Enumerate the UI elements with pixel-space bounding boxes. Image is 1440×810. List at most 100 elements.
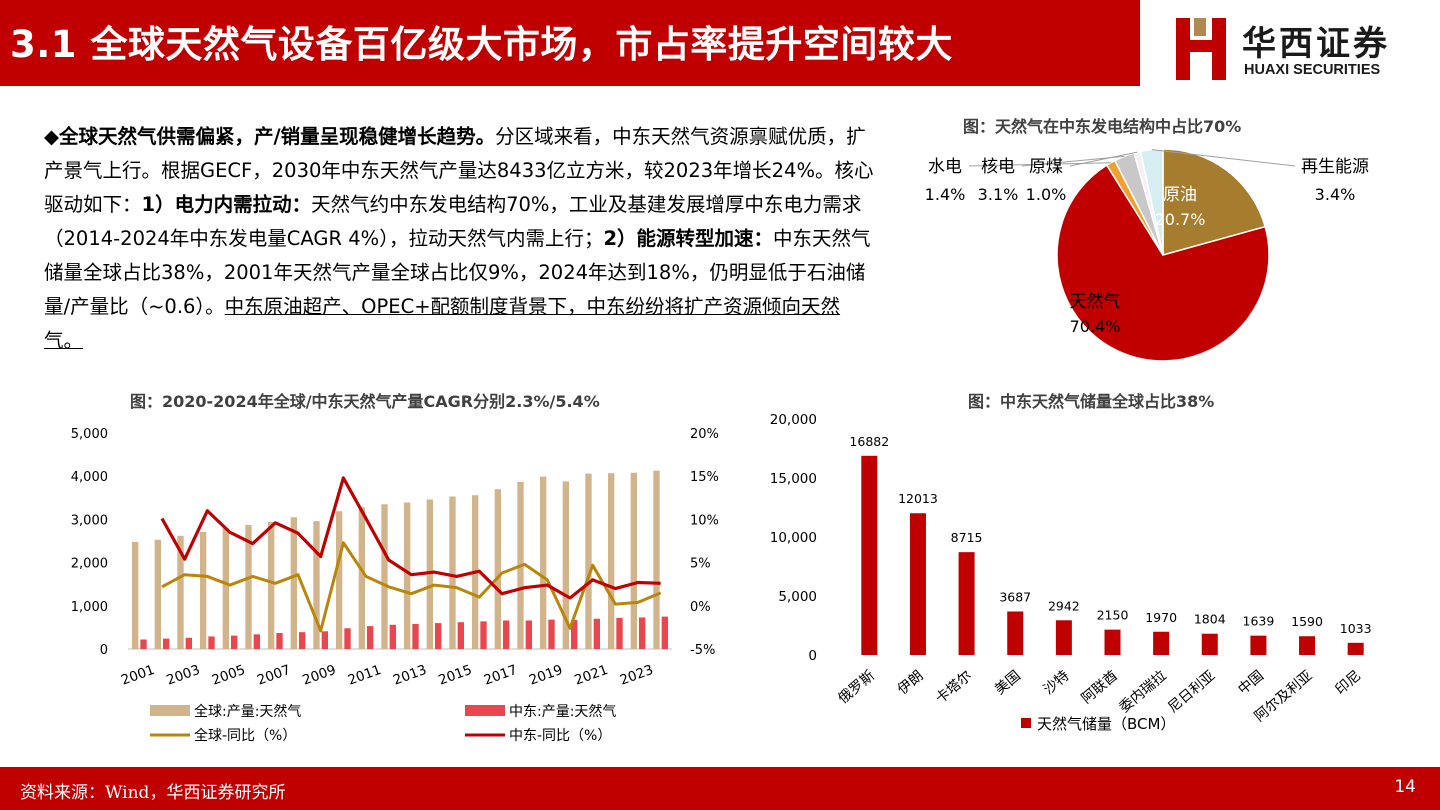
x-axis-tick: 2013 bbox=[391, 662, 429, 689]
legend-swatch-1 bbox=[465, 705, 505, 716]
mideast-yoy-line bbox=[160, 476, 661, 600]
global-production-bar bbox=[335, 511, 343, 649]
right-axis-tick: 10% bbox=[690, 513, 719, 528]
pie-label-name-2: 水电 bbox=[928, 157, 962, 177]
pie-chart-title: 图：天然气在中东发电结构中占比70% bbox=[963, 117, 1242, 136]
left-axis-tick: 3,000 bbox=[71, 513, 108, 528]
x-axis-tick: 2015 bbox=[436, 662, 474, 689]
page-title: 3.1 全球天然气设备百亿级大市场，市占率提升空间较大 bbox=[10, 23, 953, 66]
x-axis-tick: 2009 bbox=[300, 662, 338, 689]
pie-leader-4 bbox=[1069, 151, 1138, 167]
reserves-bar bbox=[1250, 635, 1267, 655]
mideast-production-bar bbox=[163, 638, 170, 649]
x-axis-tick: 2021 bbox=[572, 662, 610, 689]
reserves-bar bbox=[1007, 611, 1024, 655]
pie-label-value-2: 1.4% bbox=[925, 185, 966, 204]
global-production-bar bbox=[539, 476, 547, 649]
pie-slice-0 bbox=[1162, 148, 1267, 256]
global-production-bar bbox=[381, 504, 388, 649]
x-axis-tick: 2023 bbox=[618, 662, 656, 689]
global-production-bar bbox=[313, 521, 320, 649]
pie-leader-5 bbox=[1151, 149, 1296, 167]
global-production-bar bbox=[131, 541, 139, 649]
pie-label-value-1: 70.4% bbox=[1070, 317, 1121, 336]
reserves-bar bbox=[1104, 629, 1121, 655]
reserves-data-label: 1970 bbox=[1145, 610, 1177, 625]
global-production-bar bbox=[222, 528, 229, 649]
mideast-production-bar bbox=[299, 632, 306, 649]
reserves-category-label: 沙特 bbox=[1041, 668, 1073, 698]
driver-1-bold: 1）电力内需拉动： bbox=[141, 193, 312, 216]
reserves-bar bbox=[1055, 620, 1072, 655]
reserves-data-label: 12013 bbox=[898, 491, 938, 506]
right-axis-tick: 20% bbox=[690, 427, 719, 442]
mideast-production-bar bbox=[412, 623, 419, 649]
reserves-category-label: 伊朗 bbox=[895, 668, 927, 698]
body-paragraph: ◆全球天然气供需偏紧，产/销量呈现稳健增长趋势。分区域来看，中东天然气资源禀赋优… bbox=[44, 120, 874, 358]
body-span-1: 分区域来看，中东天然气资源禀赋优质，扩产景气上行。根据GECF，2030年中东天… bbox=[44, 125, 874, 216]
mideast-production-bar bbox=[208, 636, 215, 649]
global-production-bar bbox=[403, 502, 411, 649]
reserves-data-label: 2150 bbox=[1097, 608, 1129, 623]
global-production-bar bbox=[630, 472, 637, 649]
global-production-bar bbox=[562, 481, 569, 649]
reserves-legend-swatch bbox=[1021, 718, 1031, 728]
global-production-bar bbox=[199, 531, 207, 649]
reserves-data-label: 1033 bbox=[1340, 621, 1372, 636]
mideast-production-bar bbox=[253, 634, 261, 649]
reserves-data-label: 1804 bbox=[1194, 612, 1226, 627]
reserves-y-tick: 20,000 bbox=[770, 412, 817, 428]
reserves-category-label: 中国 bbox=[1235, 668, 1267, 698]
legend-label-0: 全球:产量:天然气 bbox=[194, 703, 301, 720]
x-axis-tick: 2019 bbox=[527, 662, 565, 689]
body-span-2: 天然气约中东发电结构70%，工业及基建发展增厚中东电力需求（2014-2024年… bbox=[44, 193, 862, 250]
pie-label-name-4: 原煤 bbox=[1029, 157, 1063, 177]
reserves-bar bbox=[909, 513, 926, 655]
pie-label-name-5: 再生能源 bbox=[1301, 157, 1369, 177]
reserves-category-label: 印尼 bbox=[1333, 668, 1365, 698]
reserves-data-label: 8715 bbox=[951, 530, 983, 545]
page-number: 14 bbox=[1394, 777, 1416, 797]
mideast-production-bar bbox=[140, 639, 147, 649]
legend-label-2: 全球-同比（%） bbox=[194, 727, 296, 744]
logo-cn-text: 华西证券 bbox=[1242, 24, 1390, 64]
x-axis-tick: 2011 bbox=[346, 662, 384, 689]
global-production-bar bbox=[245, 525, 252, 649]
mideast-production-bar bbox=[639, 617, 646, 649]
mideast-production-bar bbox=[367, 626, 374, 649]
production-chart: 5,000 4,000 3,000 2,000 1,000 0 20% 15% 10% 5% 0% -… bbox=[71, 427, 719, 744]
reserves-legend-label: 天然气储量（BCM） bbox=[1037, 715, 1175, 733]
left-axis-tick: 2,000 bbox=[71, 557, 108, 572]
mideast-production-bar bbox=[480, 621, 487, 649]
mideast-production-bar bbox=[389, 624, 397, 649]
huaxi-logo-icon bbox=[1176, 18, 1226, 80]
reserves-category-label: 委内瑞拉 bbox=[1117, 668, 1170, 716]
pie-label-value-3: 3.1% bbox=[978, 185, 1019, 204]
reserves-bar bbox=[861, 455, 878, 655]
mideast-production-bar bbox=[661, 616, 669, 649]
mideast-production-bar bbox=[525, 620, 533, 649]
pie-label-value-4: 1.0% bbox=[1026, 185, 1067, 204]
right-axis-tick: 0% bbox=[690, 600, 711, 615]
global-production-bar bbox=[267, 521, 275, 649]
footer-bar bbox=[0, 767, 1440, 810]
reserves-chart: 20,000 15,000 10,000 5,000 0 16882 俄罗斯 12013 伊朗 8… bbox=[770, 412, 1372, 733]
global-production-bar bbox=[449, 496, 456, 649]
global-production-bar bbox=[607, 473, 615, 649]
logo-en-text: HUAXI SECURITIES bbox=[1244, 62, 1381, 78]
driver-2-bold: 2）能源转型加速： bbox=[603, 227, 774, 250]
pie-label-name-3: 核电 bbox=[981, 157, 1015, 177]
reserves-data-label: 3687 bbox=[999, 589, 1031, 604]
legend-swatch-0 bbox=[150, 705, 190, 716]
pie-label-name-0: 原油 bbox=[1163, 185, 1197, 205]
pie-chart: 原油 20.7% 天然气 70.4% 水电 1.4% 核电 3.1% 原煤 1.0% 再生能源 3.4… bbox=[925, 148, 1369, 362]
pie-label-name-1: 天然气 bbox=[1070, 292, 1121, 312]
mideast-production-bar bbox=[616, 617, 623, 649]
global-production-bar bbox=[585, 473, 592, 649]
reserves-category-label: 阿联酋 bbox=[1078, 667, 1121, 707]
left-axis-tick: 5,000 bbox=[71, 427, 108, 442]
x-axis-tick: 2003 bbox=[164, 662, 202, 689]
global-production-bar bbox=[290, 517, 297, 649]
mideast-production-bar bbox=[321, 631, 329, 649]
global-production-bar bbox=[177, 535, 184, 649]
